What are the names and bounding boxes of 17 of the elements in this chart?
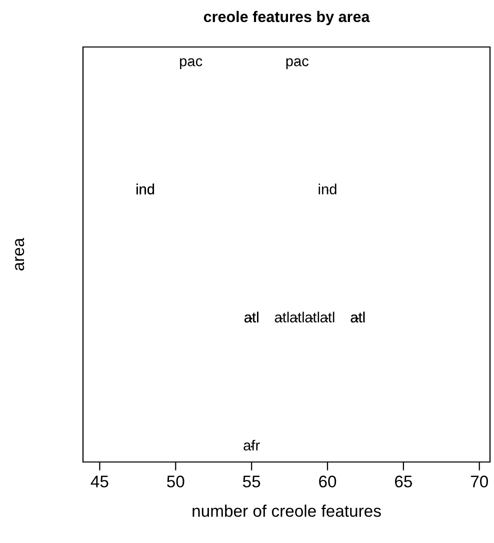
x-axis-title: number of creole features xyxy=(192,504,381,517)
chart-title: creole features by area xyxy=(204,10,370,26)
category-label: atl xyxy=(274,312,289,322)
category-label: atl xyxy=(350,312,365,322)
x-tick-label: 50 xyxy=(167,476,184,488)
y-tick-label: afr xyxy=(244,440,260,451)
x-tick-label: 65 xyxy=(395,476,412,488)
category-label: pac xyxy=(180,58,202,70)
x-tick-label: 55 xyxy=(242,476,260,488)
category-label: atl xyxy=(244,312,258,322)
category-label: ind xyxy=(318,184,336,194)
x-tick-label: 70 xyxy=(470,476,488,488)
y-axis-title: area xyxy=(15,238,24,270)
x-tick-label: 60 xyxy=(319,476,336,488)
category-label: atl xyxy=(305,312,320,322)
x-tick-label: 45 xyxy=(90,476,108,488)
category-label: atl xyxy=(320,312,334,322)
